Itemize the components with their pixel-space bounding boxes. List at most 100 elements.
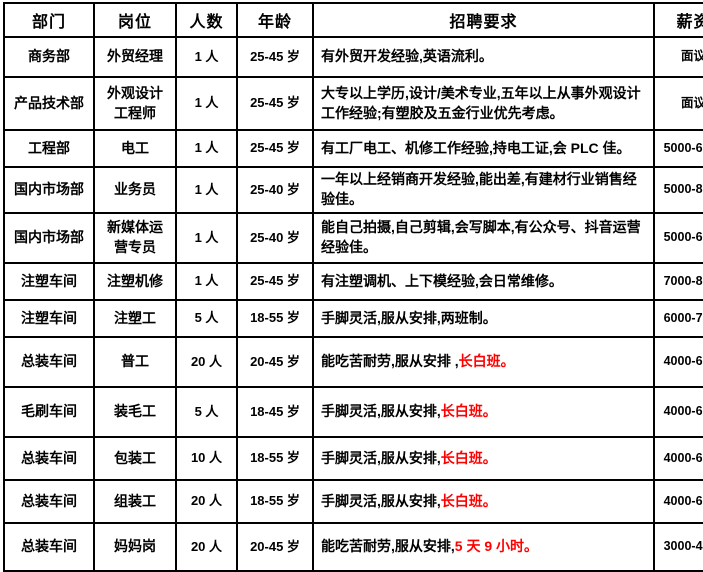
cell-position: 妈妈岗 — [93, 522, 177, 572]
cell-headcount: 1 人 — [175, 76, 238, 131]
cell-age: 25-40 岁 — [236, 166, 314, 214]
cell-department: 毛刷车间 — [3, 386, 95, 438]
cell-position: 装毛工 — [93, 386, 177, 438]
cell-salary: 4000-6000 — [653, 386, 703, 438]
cell-requirement: 能吃苦耐劳,服从安排,5 天 9 小时。 — [312, 522, 655, 572]
cell-salary: 5000-6000 — [653, 212, 703, 264]
cell-department: 总装车间 — [3, 479, 95, 524]
requirement-segment: 长白班。 — [440, 403, 497, 420]
cell-position: 外观设计 工程师 — [93, 76, 177, 131]
table-row: 国内市场部 新媒体运 营专员 1 人 25-40 岁能自己拍摄,自己剪辑,会写脚本,有… — [3, 212, 703, 264]
cell-salary: 5000-6500 — [653, 129, 703, 168]
cell-position: 新媒体运 营专员 — [93, 212, 177, 264]
cell-salary: 面议 — [653, 76, 703, 131]
requirement-segment: 能自己拍摄,自己剪辑,会写脚本,有公众号、抖音运营经验佳。 — [321, 219, 641, 255]
cell-salary: 5000-8000 — [653, 166, 703, 214]
cell-age: 25-45 岁 — [236, 36, 314, 78]
cell-requirement: 手脚灵活,服从安排,长白班。 — [312, 479, 655, 524]
requirement-segment: 5 天 9 小时。 — [454, 538, 539, 555]
cell-salary: 6000-7500 — [653, 299, 703, 338]
requirement-segment: 大专以上学历,设计/美术专业,五年以上从事外观设计工作经验;有塑胶及五金行业优先… — [321, 84, 641, 121]
table-row: 产品技术部 外观设计 工程师 1 人 25-45 岁大专以上学历,设计/美术专业,五年… — [3, 76, 703, 131]
cell-age: 20-45 岁 — [236, 336, 314, 388]
table-header: 部门岗位人数年龄招聘要求薪资 — [3, 2, 703, 38]
cell-requirement: 能自己拍摄,自己剪辑,会写脚本,有公众号、抖音运营经验佳。 — [312, 212, 655, 264]
cell-position: 注塑工 — [93, 299, 177, 338]
table-row: 总装车间 妈妈岗 20 人 20-45 岁能吃苦耐劳,服从安排,5 天 9 小时。 30… — [3, 522, 703, 572]
cell-department: 注塑车间 — [3, 299, 95, 338]
cell-headcount: 20 人 — [175, 479, 238, 524]
cell-salary: 4000-6000 — [653, 479, 703, 524]
cell-department: 国内市场部 — [3, 166, 95, 214]
cell-requirement: 手脚灵活,服从安排,长白班。 — [312, 386, 655, 438]
cell-headcount: 5 人 — [175, 299, 238, 338]
cell-salary: 4000-6000 — [653, 336, 703, 388]
requirement-segment: 能吃苦耐劳,服从安排 , — [321, 353, 459, 370]
cell-position: 包装工 — [93, 436, 177, 481]
cell-age: 18-45 岁 — [236, 386, 314, 438]
cell-position: 组装工 — [93, 479, 177, 524]
cell-department: 注塑车间 — [3, 262, 95, 301]
cell-requirement: 有外贸开发经验,英语流利。 — [312, 36, 655, 78]
column-header-department: 部门 — [3, 2, 95, 38]
cell-department: 产品技术部 — [3, 76, 95, 131]
cell-department: 工程部 — [3, 129, 95, 168]
column-header-requirement: 招聘要求 — [312, 2, 655, 38]
cell-age: 20-45 岁 — [236, 522, 314, 572]
cell-department: 总装车间 — [3, 522, 95, 572]
cell-headcount: 1 人 — [175, 262, 238, 301]
cell-department: 商务部 — [3, 36, 95, 78]
cell-requirement: 有工厂电工、机修工作经验,持电工证,会 PLC 佳。 — [312, 129, 655, 168]
cell-requirement: 大专以上学历,设计/美术专业,五年以上从事外观设计工作经验;有塑胶及五金行业优先… — [312, 76, 655, 131]
cell-requirement: 能吃苦耐劳,服从安排 ,长白班。 — [312, 336, 655, 388]
column-header-headcount: 人数 — [175, 2, 238, 38]
cell-requirement: 有注塑调机、上下模经验,会日常维修。 — [312, 262, 655, 301]
cell-position: 注塑机修 — [93, 262, 177, 301]
requirement-segment: 能吃苦耐劳,服从安排, — [321, 538, 455, 555]
requirement-segment: 长白班。 — [440, 492, 497, 509]
cell-position: 外贸经理 — [93, 36, 177, 78]
cell-age: 18-55 岁 — [236, 299, 314, 338]
table-row: 国内市场部 业务员 1 人 25-40 岁一年以上经销商开发经验,能出差,有建材行业销… — [3, 166, 703, 214]
cell-department: 总装车间 — [3, 436, 95, 481]
cell-requirement: 一年以上经销商开发经验,能出差,有建材行业销售经验佳。 — [312, 166, 655, 214]
column-header-salary: 薪资 — [653, 2, 703, 38]
cell-requirement: 手脚灵活,服从安排,两班制。 — [312, 299, 655, 338]
cell-salary: 7000-8000 — [653, 262, 703, 301]
cell-age: 25-45 岁 — [236, 129, 314, 168]
cell-age: 18-55 岁 — [236, 479, 314, 524]
table-row: 注塑车间 注塑机修 1 人 25-45 岁有注塑调机、上下模经验,会日常维修。 7000… — [3, 262, 703, 301]
cell-headcount: 1 人 — [175, 166, 238, 214]
requirement-segment: 手脚灵活,服从安排, — [321, 492, 441, 509]
requirement-segment: 手脚灵活,服从安排, — [321, 449, 441, 466]
column-header-age: 年龄 — [236, 2, 314, 38]
cell-age: 25-45 岁 — [236, 76, 314, 131]
requirement-segment: 手脚灵活,服从安排,两班制。 — [321, 309, 497, 326]
table-row: 工程部 电工 1 人 25-45 岁有工厂电工、机修工作经验,持电工证,会 PLC 佳… — [3, 129, 703, 168]
requirement-segment: 有工厂电工、机修工作经验,持电工证,会 PLC 佳。 — [321, 139, 631, 156]
requirement-segment: 长白班。 — [458, 353, 515, 370]
requirement-segment: 长白班。 — [440, 449, 497, 466]
requirement-segment: 一年以上经销商开发经验,能出差,有建材行业销售经验佳。 — [321, 171, 637, 207]
requirement-segment: 手脚灵活,服从安排, — [321, 403, 441, 420]
cell-salary: 3000-4000 — [653, 522, 703, 572]
cell-requirement: 手脚灵活,服从安排,长白班。 — [312, 436, 655, 481]
cell-headcount: 5 人 — [175, 386, 238, 438]
cell-age: 25-45 岁 — [236, 262, 314, 301]
column-header-position: 岗位 — [93, 2, 177, 38]
cell-headcount: 20 人 — [175, 522, 238, 572]
requirement-segment: 有注塑调机、上下模经验,会日常维修。 — [321, 272, 563, 289]
table-header-row: 部门岗位人数年龄招聘要求薪资 — [3, 2, 703, 38]
cell-age: 25-40 岁 — [236, 212, 314, 264]
cell-department: 总装车间 — [3, 336, 95, 388]
cell-headcount: 10 人 — [175, 436, 238, 481]
cell-position: 业务员 — [93, 166, 177, 214]
cell-headcount: 20 人 — [175, 336, 238, 388]
